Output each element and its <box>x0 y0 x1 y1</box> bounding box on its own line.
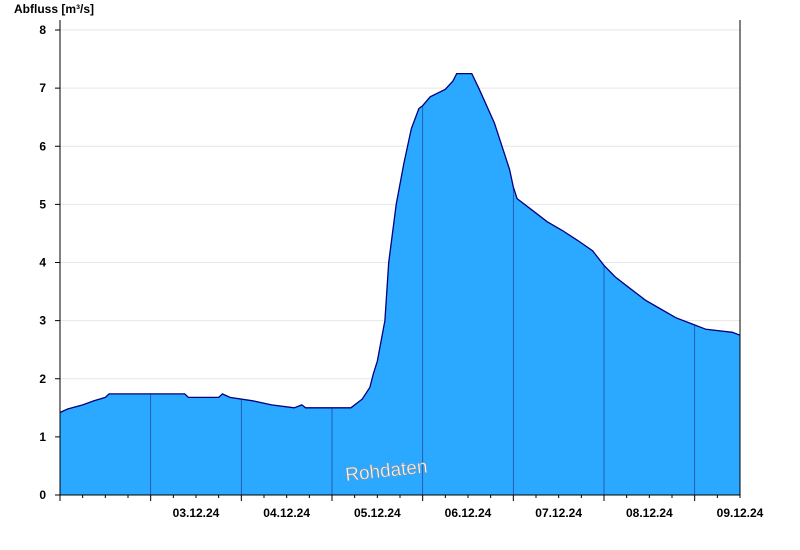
discharge-area <box>60 73 740 495</box>
y-tick-label: 5 <box>39 197 46 211</box>
y-tick-label: 3 <box>39 314 46 328</box>
y-axis-title: Abfluss [m³/s] <box>14 2 94 16</box>
y-tick-labels: 0 1 2 3 4 5 6 7 8 <box>39 23 60 502</box>
x-tick-label: 06.12.24 <box>445 506 492 520</box>
x-tick-label: 04.12.24 <box>263 506 310 520</box>
x-tick-label: 08.12.24 <box>626 506 673 520</box>
y-tick-label: 0 <box>39 488 46 502</box>
y-tick-label: 1 <box>39 430 46 444</box>
x-tick-label: 05.12.24 <box>354 506 401 520</box>
x-tick-label: 03.12.24 <box>173 506 220 520</box>
y-tick-label: 4 <box>39 256 46 270</box>
x-tick-label: 09.12.24 <box>717 506 764 520</box>
x-tick-labels: 03.12.24 04.12.24 05.12.24 06.12.24 07.12.24… <box>59 495 764 520</box>
x-tick-label: 07.12.24 <box>535 506 582 520</box>
y-tick-label: 6 <box>39 139 46 153</box>
y-tick-label: 2 <box>39 372 46 386</box>
discharge-line <box>59 72 741 414</box>
y-tick-label: 8 <box>39 23 46 37</box>
y-tick-label: 7 <box>39 81 46 95</box>
